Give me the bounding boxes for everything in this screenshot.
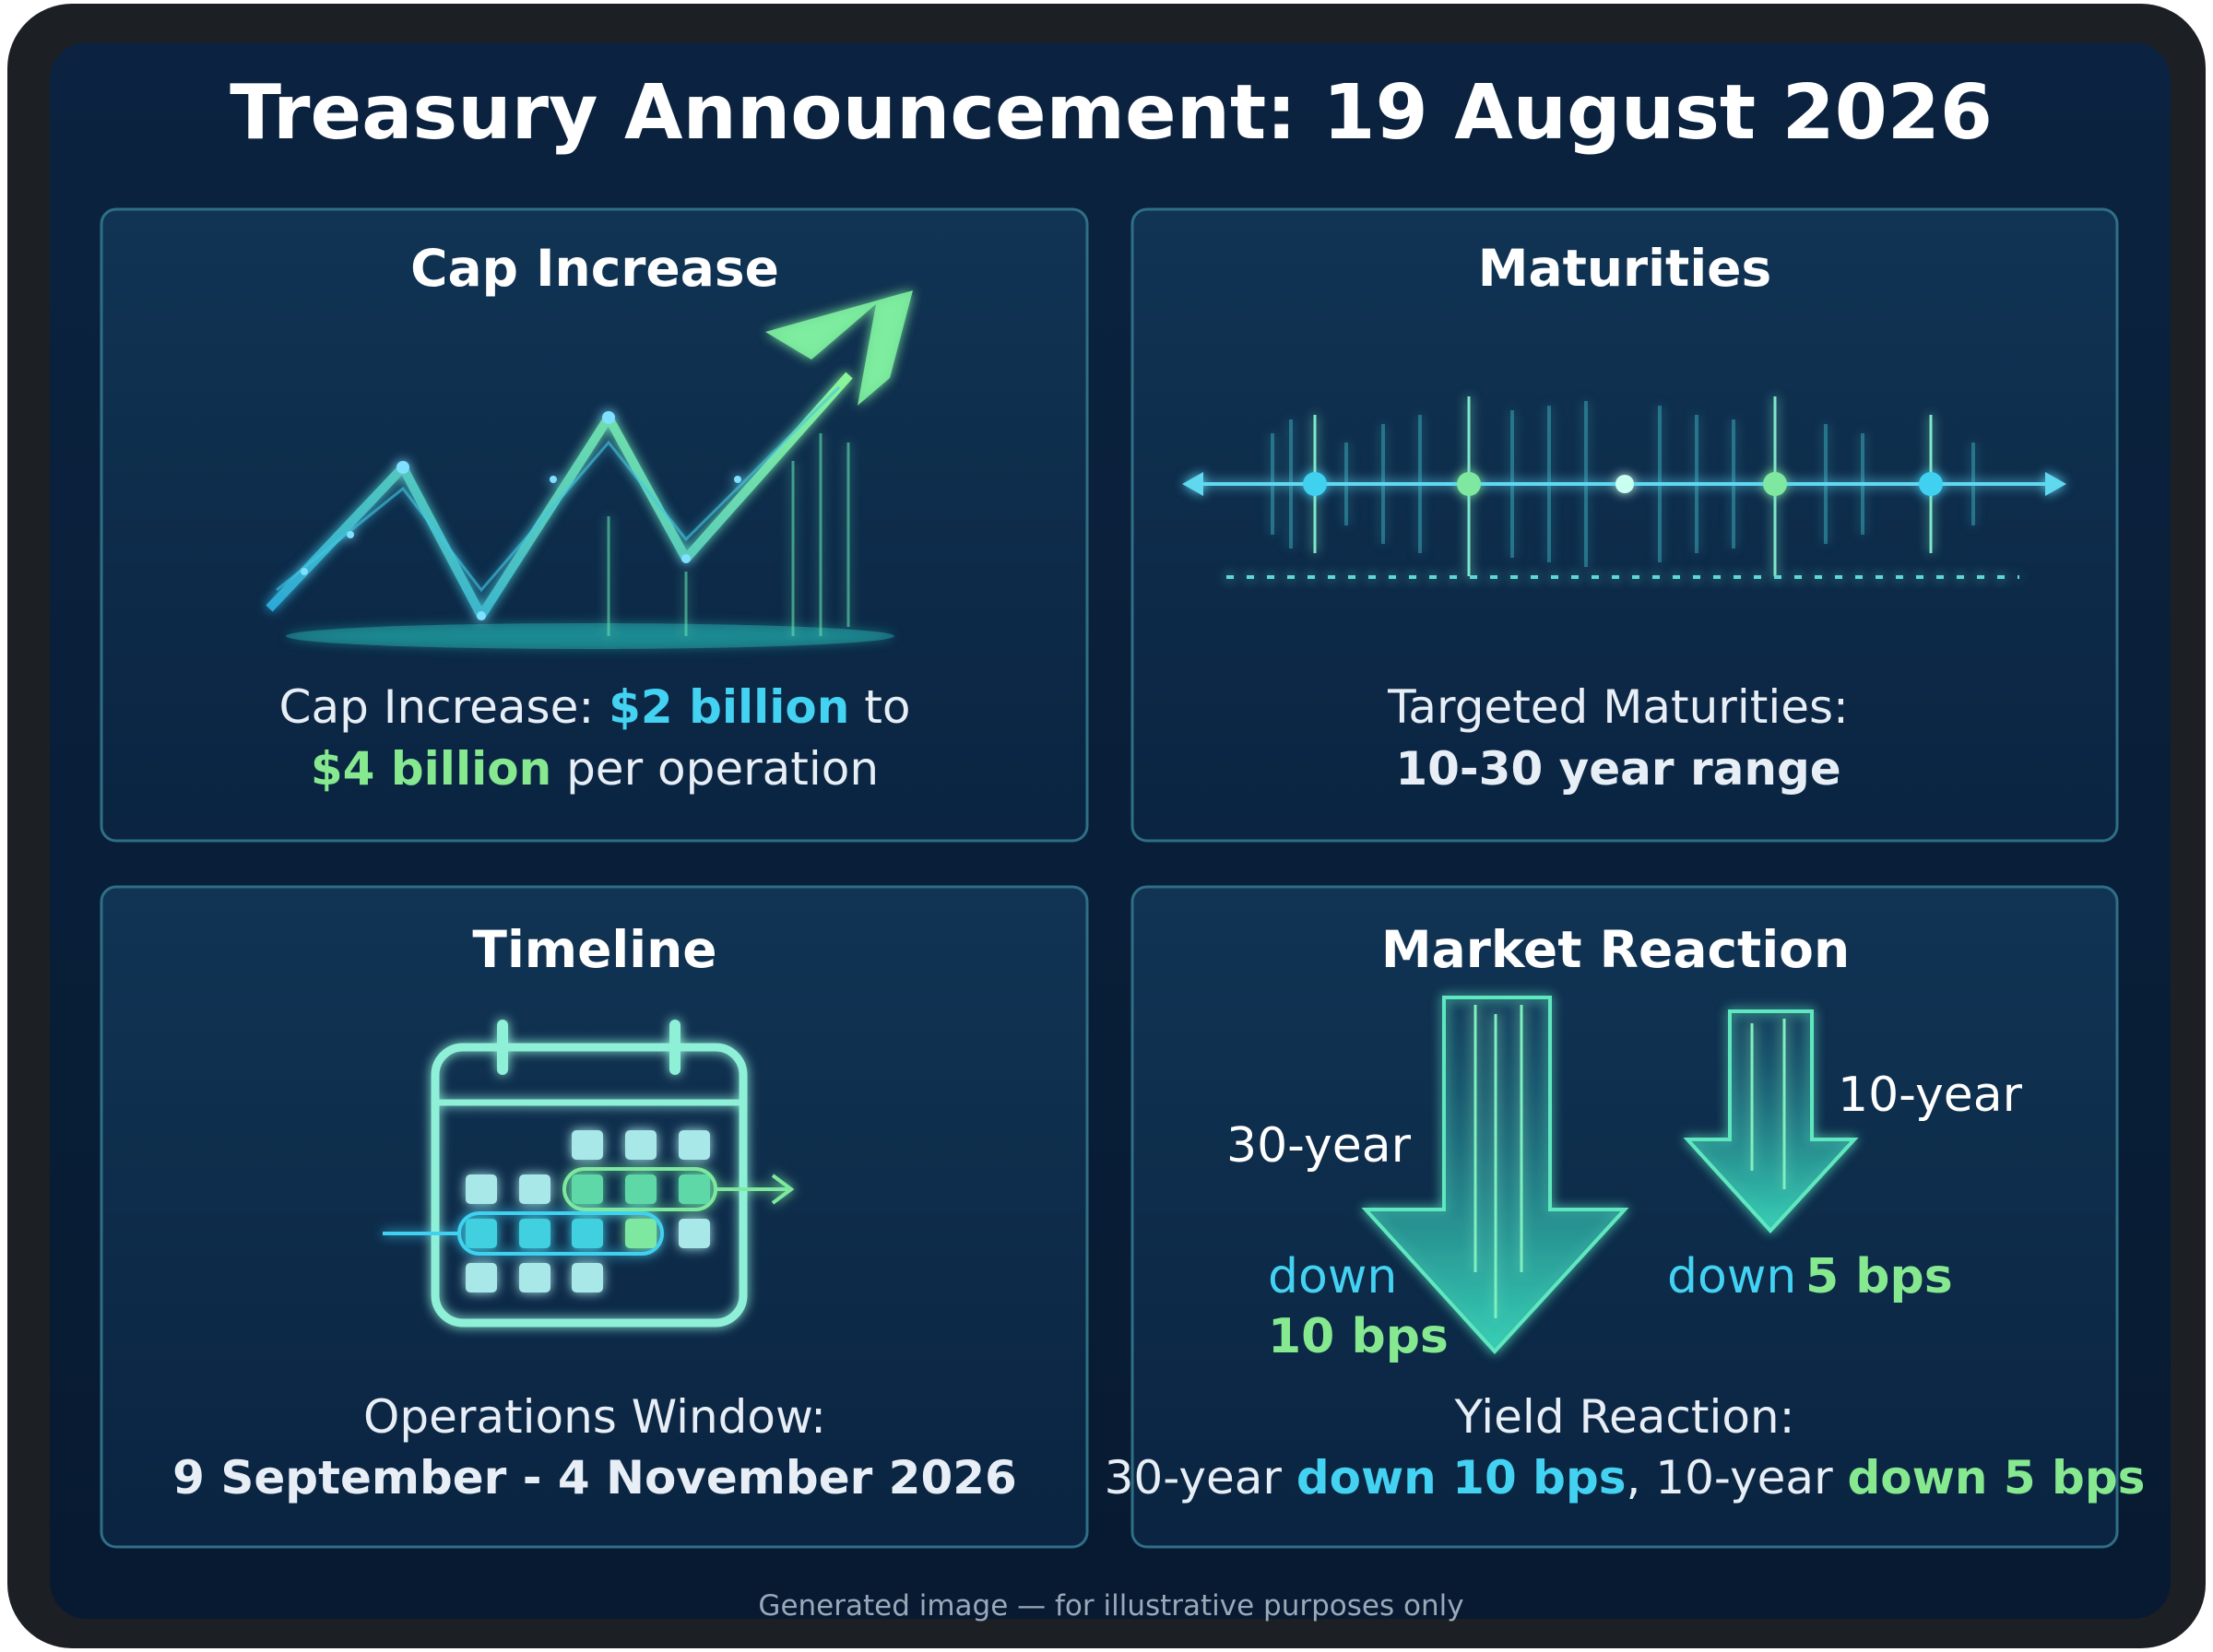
panel-heading: Cap Increase: [410, 239, 779, 298]
panel: [1130, 885, 2119, 1549]
graphic-label: 10-year: [1838, 1068, 2023, 1123]
highlight: $4 billion: [311, 742, 551, 796]
text-run: Targeted Maturities:: [1387, 680, 1849, 734]
calendar-graphic: [383, 1020, 795, 1328]
text-run: 10-30 year range: [1395, 742, 1840, 796]
panel-text: Operations Window:: [363, 1390, 826, 1444]
highlight: down 10 bps: [1296, 1451, 1627, 1504]
title: Treasury Announcement: 19 August 2026: [230, 69, 1993, 157]
text-run: , 10-year: [1627, 1451, 1848, 1504]
maturity-axis-graphic: [1182, 396, 2066, 579]
graphic-labels: 30-year down 10 bps 10-year down 5 bps: [1226, 1068, 2023, 1364]
panel: [1130, 207, 2119, 843]
text-run: Cap Increase:: [279, 680, 609, 734]
highlight: down 5 bps: [1848, 1451, 2146, 1504]
panel-heading: Timeline: [472, 920, 716, 979]
panel-text: $4 billion per operation: [311, 742, 879, 796]
text-run: per operation: [551, 742, 879, 796]
graphic-label: down: [1667, 1249, 1796, 1304]
panel-heading: Market Reaction: [1381, 920, 1850, 979]
text-run: Operations Window:: [363, 1390, 826, 1444]
down-arrows-graphic: [1361, 996, 1859, 1354]
panel-text: Targeted Maturities:: [1387, 680, 1849, 734]
footer: Generated image — for illustrative purpo…: [758, 1589, 1463, 1622]
graphic-label: 10 bps: [1268, 1309, 1449, 1364]
graphic-label: 5 bps: [1805, 1249, 1953, 1304]
panel: [100, 885, 1089, 1549]
graphic-label: down: [1268, 1249, 1397, 1304]
rising-arrow-graphic: [266, 290, 913, 649]
panel-heading: Maturities: [1478, 239, 1771, 298]
panel-text: 30-year down 10 bps, 10-year down 5 bps: [1105, 1451, 2146, 1504]
text-run: 30-year: [1105, 1451, 1296, 1504]
text-run: to: [849, 680, 910, 734]
panel-text: Yield Reaction:: [1454, 1390, 1795, 1444]
highlight: 10-30 year range: [1395, 742, 1840, 796]
text-run: Yield Reaction:: [1454, 1390, 1795, 1444]
highlight: $2 billion: [609, 680, 849, 734]
panel: [100, 207, 1089, 843]
highlight: 9 September - 4 November 2026: [172, 1451, 1017, 1504]
graphic-label: 30-year: [1226, 1118, 1412, 1174]
text-run: 9 September - 4 November 2026: [172, 1451, 1017, 1504]
panel-text: Cap Increase: $2 billion to: [279, 680, 911, 734]
